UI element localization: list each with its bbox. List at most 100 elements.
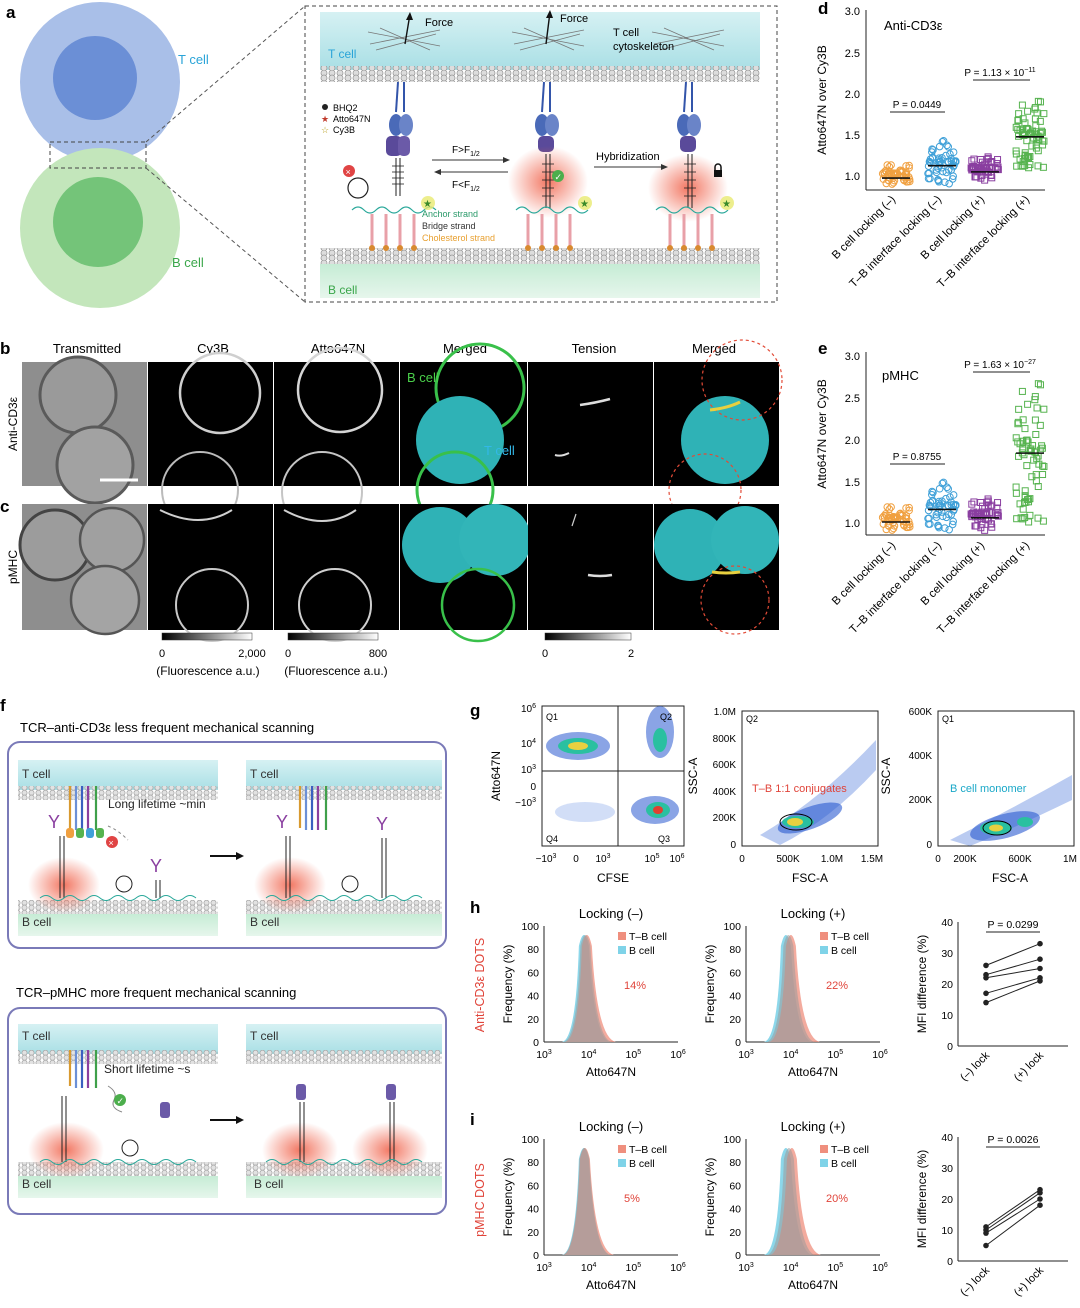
- f-lifetime-2: Short lifetime ~s: [104, 1062, 190, 1076]
- dots-e-point: [935, 523, 943, 532]
- i-ytick-0-5: 0: [533, 1250, 539, 1262]
- dots-d-point: [1015, 110, 1023, 118]
- f-lifetime-1: Long lifetime ~min: [108, 797, 206, 811]
- row-label-anti-cd3e: Anti-CD3ε: [6, 396, 20, 451]
- h-mfi-dot-plus-2: [1037, 965, 1043, 972]
- panel-letter-b: b: [0, 339, 10, 358]
- scale2-min: 0: [285, 648, 291, 660]
- svg-text:★: ★: [423, 199, 432, 210]
- dots-d-point: [905, 161, 913, 170]
- col-tension: Tension: [572, 341, 617, 356]
- dots-e-point: [970, 508, 978, 516]
- i-ylabel-0: Frequency (%): [501, 1158, 515, 1237]
- dot-plot-e: Atto647N over Cy3B pMHC 3.0 2.5 2.0 1.5 …: [815, 351, 1048, 637]
- h-overlap-0: [563, 935, 612, 1042]
- dots-d-point: [936, 157, 945, 166]
- dots-d-point: [1039, 163, 1047, 171]
- dots-e-point: [897, 510, 906, 519]
- i-mfi-pair-0: [985, 1189, 1041, 1228]
- i-mfi-dot-plus-2: [1037, 1196, 1043, 1202]
- dots-e-point: [1021, 425, 1029, 433]
- scale3-min: 0: [542, 648, 548, 660]
- g2-xtick-2: 500K: [776, 854, 800, 865]
- dots-e-point: [1029, 442, 1037, 450]
- dots-e-point: [984, 495, 992, 503]
- g3-ylabel: SSC-A: [879, 758, 893, 795]
- h-legend-b-1: B cell: [831, 945, 857, 957]
- d-ytick-25: 2.5: [845, 48, 860, 60]
- f-title-2: TCR–pMHC more frequent mechanical scanni…: [16, 985, 296, 1000]
- h-mfi-dot-plus-0: [1037, 940, 1043, 947]
- h-xtick-0-2: 105: [626, 1049, 642, 1061]
- dots-e-point: [944, 510, 953, 519]
- dots-e-point: [882, 525, 891, 534]
- dots-d-point: [883, 161, 892, 169]
- f2-t-cell: T cell: [250, 767, 278, 781]
- h-title-0: Locking (–): [579, 906, 643, 921]
- dots-d-point: [1032, 141, 1040, 149]
- i-pct-1: 20%: [826, 1193, 848, 1205]
- svg-text:★: ★: [580, 199, 589, 210]
- d-ytick-30: 3.0: [845, 6, 860, 18]
- svg-text:Y: Y: [150, 856, 162, 876]
- dots-d-point: [1034, 162, 1042, 170]
- h-mfi-pair-0: [985, 943, 1041, 966]
- scale3-max: 2: [628, 648, 634, 660]
- e-pvalue-1: P = 0.8755: [893, 452, 942, 463]
- dots-e-point: [1035, 460, 1043, 468]
- row-label-pmhc: pMHC: [6, 550, 20, 584]
- svg-text:✓: ✓: [555, 172, 563, 182]
- dots-e-point: [944, 485, 953, 493]
- dots-e-point: [1040, 405, 1048, 413]
- i-ytick-1-1: 80: [729, 1157, 741, 1169]
- svg-text:Y: Y: [276, 812, 288, 832]
- h-ytick-1-0: 100: [723, 921, 741, 933]
- i-mfi-ytick-4: 0: [947, 1256, 953, 1268]
- svg-text:☆: ☆: [321, 125, 329, 135]
- i-ytick-1-3: 40: [729, 1204, 741, 1216]
- e-ytick-20: 2.0: [845, 435, 860, 447]
- svg-text:×: ×: [346, 167, 351, 177]
- i-mfi-pair-1: [985, 1192, 1041, 1231]
- h-ytick-0-5: 0: [533, 1037, 539, 1049]
- dots-e-point: [939, 478, 948, 487]
- i-xtick-0-3: 106: [670, 1262, 686, 1274]
- i-ylabel-1: Frequency (%): [703, 1158, 717, 1237]
- panel-letter-a: a: [6, 3, 16, 22]
- dots-d-point: [1019, 128, 1027, 136]
- e-ytick-10: 1.0: [845, 518, 860, 530]
- dots-e-point: [924, 506, 933, 515]
- g3-xtick-2: 200K: [953, 854, 977, 865]
- dots-e-point: [902, 504, 910, 512]
- dots-e-point: [1034, 380, 1042, 388]
- dots-d-point: [1023, 124, 1031, 132]
- dots-e-point: [1023, 436, 1031, 444]
- dots-e-point: [1012, 434, 1020, 442]
- e-xlabel-4: T–B interface locking (+): [935, 540, 1032, 637]
- dots-d-point: [926, 174, 934, 183]
- h-ytick-0-4: 20: [527, 1014, 539, 1026]
- dots-e-point: [928, 487, 936, 496]
- strand-anchor: Anchor strand: [422, 209, 478, 219]
- g3-ytick-3: 200K: [909, 795, 933, 806]
- dots-d-point: [1019, 115, 1027, 123]
- e-pvalue-2: P = 1.63 × 10−27: [964, 359, 1036, 371]
- dots-e-point: [891, 513, 899, 521]
- i-overlap-0: [562, 1148, 611, 1255]
- h-ytick-0-3: 40: [527, 991, 539, 1003]
- h-pct-1: 22%: [826, 980, 848, 992]
- svg-text:★: ★: [321, 114, 329, 124]
- dots-e-point: [1033, 404, 1041, 412]
- e-ytick-30: 3.0: [845, 351, 860, 363]
- dots-d-point: [1036, 98, 1044, 106]
- h-legend-swatch-tb-1: [820, 932, 828, 940]
- panel-letter-g: g: [470, 701, 480, 720]
- i-overlap-1: [766, 1148, 815, 1255]
- i-legend-tb-0: T–B cell: [629, 1144, 667, 1156]
- dots-d-point: [888, 180, 896, 188]
- dots-e-point: [887, 503, 895, 511]
- i-legend-swatch-b-1: [820, 1159, 828, 1167]
- dots-d-point: [929, 146, 937, 154]
- dots-d-point: [928, 153, 937, 162]
- h-mfi-ytick-2: 20: [941, 979, 953, 991]
